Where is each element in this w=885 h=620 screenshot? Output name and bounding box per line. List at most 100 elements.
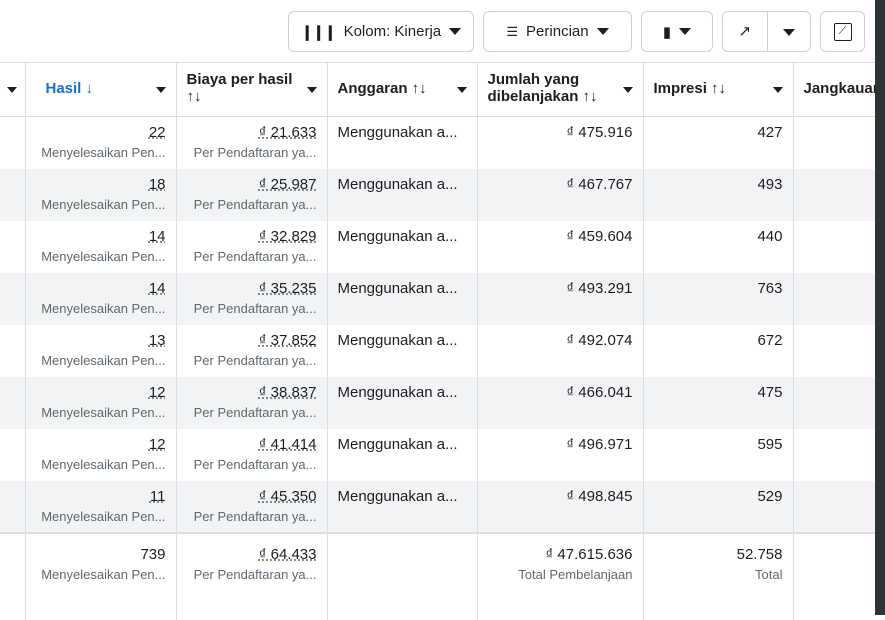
cost-value[interactable]: ₫ 32.829 xyxy=(258,227,317,245)
spent-cell: ₫ 475.916 xyxy=(477,116,644,169)
results-value[interactable]: 14 xyxy=(148,227,166,245)
budget-value: Menggunakan a... xyxy=(337,383,458,401)
chevron-down-icon xyxy=(596,28,609,35)
results-value[interactable]: 22 xyxy=(148,124,166,141)
reach-cell xyxy=(793,376,875,429)
columns-button[interactable]: ❙❙❙ Kolom: Kinerja xyxy=(288,11,474,52)
cost-subtext: Per Pendaftaran ya... xyxy=(193,456,317,472)
spent-cell: ₫ 466.041 xyxy=(477,376,644,429)
row-cell xyxy=(0,480,26,533)
cost-value[interactable]: ₫ 41.414 xyxy=(258,435,317,453)
reach-cell xyxy=(793,480,875,533)
results-value[interactable]: 18 xyxy=(148,175,166,193)
spent-cell: ₫ 498.845 xyxy=(477,480,644,533)
table-row[interactable]: 12 Menyelesaikan Pen... ₫ 41.414 Per Penda… xyxy=(0,428,875,481)
cost-cell: ₫ 32.829 Per Pendaftaran ya... xyxy=(176,220,328,273)
results-cell: 12 Menyelesaikan Pen... xyxy=(25,376,177,429)
header-reach[interactable]: Jangkauan xyxy=(793,62,876,117)
export-dropdown[interactable] xyxy=(768,23,811,40)
summary-results: 739 Menyelesaikan Pen... xyxy=(25,531,177,620)
header-cost-per-result[interactable]: Biaya per hasil ↑↓ xyxy=(176,62,328,117)
cost-value[interactable]: ₫ 37.852 xyxy=(258,331,317,349)
impressions-cell: 475 xyxy=(643,376,794,429)
chevron-down-icon[interactable] xyxy=(772,87,783,93)
impressions-cell: 672 xyxy=(643,324,794,377)
results-cell: 13 Menyelesaikan Pen... xyxy=(25,324,177,377)
scrollbar[interactable] xyxy=(875,0,885,615)
budget-value: Menggunakan a... xyxy=(337,124,458,141)
cost-cell: ₫ 21.633 Per Pendaftaran ya... xyxy=(176,116,328,169)
table-row[interactable]: 11 Menyelesaikan Pen... ₫ 45.350 Per Penda… xyxy=(0,480,875,533)
impressions-value: 529 xyxy=(757,487,783,505)
header-label: Jangkauan xyxy=(803,80,876,97)
header-budget[interactable]: Anggaran ↑↓ xyxy=(327,62,478,117)
row-cell xyxy=(0,220,26,273)
table-row[interactable]: 14 Menyelesaikan Pen... ₫ 32.829 Per Penda… xyxy=(0,220,875,273)
reports-button[interactable]: ▮ xyxy=(641,11,713,52)
reach-cell xyxy=(793,325,875,377)
budget-cell: Menggunakan a... xyxy=(327,480,478,533)
cost-value[interactable]: ₫ 21.633 xyxy=(258,124,317,141)
header-label: Biaya per hasil xyxy=(186,71,293,88)
summary-reach xyxy=(793,531,875,620)
cost-value[interactable]: ₫ 38.837 xyxy=(258,383,317,401)
reach-cell xyxy=(793,429,875,481)
cost-cell: ₫ 41.414 Per Pendaftaran ya... xyxy=(176,428,328,481)
prev-column-header[interactable] xyxy=(0,62,26,117)
table-row[interactable]: 12 Menyelesaikan Pen... ₫ 38.837 Per Penda… xyxy=(0,376,875,429)
chevron-down-icon[interactable] xyxy=(155,87,166,93)
budget-cell: Menggunakan a... xyxy=(327,428,478,481)
spent-value: ₫ 467.767 xyxy=(566,175,633,193)
table-row[interactable]: 18 Menyelesaikan Pen... ₫ 25.987 Per Penda… xyxy=(0,168,875,221)
cost-subtext: Per Pendaftaran ya... xyxy=(193,404,317,420)
impressions-value: 475 xyxy=(757,383,783,401)
chevron-down-icon[interactable] xyxy=(456,87,467,93)
header-results[interactable]: Hasil ↓ xyxy=(25,62,177,117)
table-row[interactable]: 14 Menyelesaikan Pen... ₫ 35.235 Per Penda… xyxy=(0,272,875,325)
impressions-subtext: Total xyxy=(755,566,783,582)
results-value[interactable]: 12 xyxy=(148,383,166,401)
results-total: 739 xyxy=(140,545,166,563)
reach-cell xyxy=(793,168,875,221)
results-cell: 14 Menyelesaikan Pen... xyxy=(25,220,177,273)
budget-cell: Menggunakan a... xyxy=(327,272,478,325)
chevron-down-icon[interactable] xyxy=(622,87,633,93)
breakdown-button[interactable]: ☰ Perincian xyxy=(483,11,632,52)
table-row[interactable]: 22 Menyelesaikan Pen... ₫ 21.633 Per Penda… xyxy=(0,116,875,169)
reach-cell xyxy=(793,272,875,325)
cost-subtext: Per Pendaftaran ya... xyxy=(193,566,317,582)
header-label: Anggaran ↑↓ xyxy=(337,80,427,97)
header-amount-spent[interactable]: Jumlah yang dibelanjakan ↑↓ xyxy=(477,62,644,117)
budget-cell: Menggunakan a... xyxy=(327,324,478,377)
row-cell xyxy=(0,116,26,169)
cost-total[interactable]: ₫ 64.433 xyxy=(258,545,317,563)
results-value[interactable]: 11 xyxy=(149,487,166,505)
cost-cell: ₫ 37.852 Per Pendaftaran ya... xyxy=(176,324,328,377)
budget-cell: Menggunakan a... xyxy=(327,168,478,221)
export-button-group: ↗ xyxy=(722,11,811,52)
cost-value[interactable]: ₫ 25.987 xyxy=(258,175,317,193)
results-value[interactable]: 12 xyxy=(148,435,166,453)
budget-value: Menggunakan a... xyxy=(337,435,458,453)
budget-cell: Menggunakan a... xyxy=(327,376,478,429)
header-impressions[interactable]: Impresi ↑↓ xyxy=(643,62,794,117)
results-value[interactable]: 14 xyxy=(148,279,166,297)
header-label-2: dibelanjakan ↑↓ xyxy=(487,88,598,105)
impressions-total: 52.758 xyxy=(736,545,783,563)
row-cell xyxy=(0,428,26,481)
budget-cell: Menggunakan a... xyxy=(327,116,478,169)
spent-value: ₫ 475.916 xyxy=(566,124,633,141)
spent-value: ₫ 492.074 xyxy=(566,331,633,349)
export-icon[interactable]: ↗ xyxy=(723,12,768,51)
cost-value[interactable]: ₫ 45.350 xyxy=(258,487,317,505)
cost-value[interactable]: ₫ 35.235 xyxy=(258,279,317,297)
chevron-down-icon xyxy=(6,87,17,93)
budget-value: Menggunakan a... xyxy=(337,227,458,245)
results-value[interactable]: 13 xyxy=(148,331,166,349)
table-row[interactable]: 13 Menyelesaikan Pen... ₫ 37.852 Per Penda… xyxy=(0,324,875,377)
results-subtext: Menyelesaikan Pen... xyxy=(41,196,166,212)
spent-value: ₫ 493.291 xyxy=(566,279,633,297)
chevron-down-icon[interactable] xyxy=(306,87,317,93)
chart-button[interactable]: ⟋ xyxy=(820,11,865,52)
results-cell: 11 Menyelesaikan Pen... xyxy=(25,480,177,533)
